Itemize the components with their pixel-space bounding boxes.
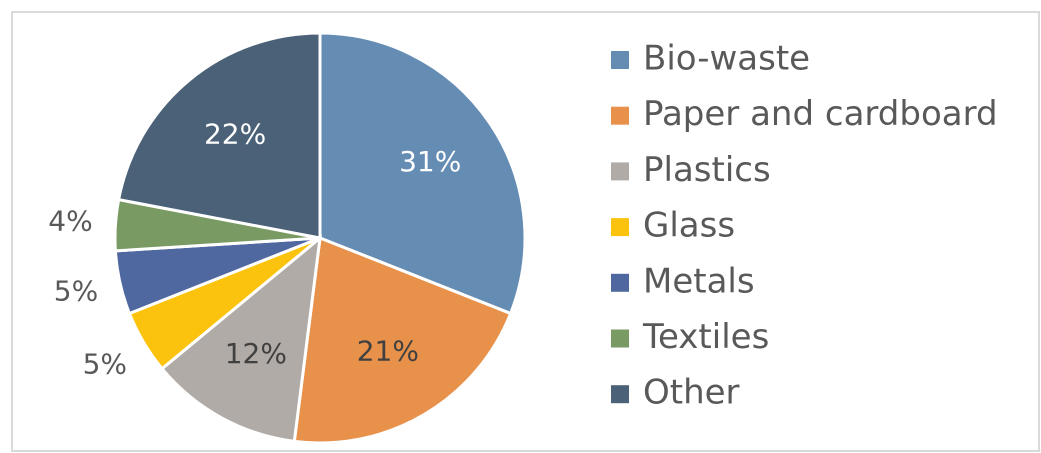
data-label: 21%: [357, 335, 419, 368]
legend-label: Metals: [643, 261, 755, 301]
pie-slice: [116, 31, 322, 240]
legend-swatch: [611, 106, 629, 125]
legend-label: Other: [643, 373, 740, 413]
legend-swatch: [611, 162, 629, 181]
data-label: 5%: [83, 347, 127, 380]
legend-swatch: [611, 385, 629, 404]
legend-label: Bio-waste: [643, 39, 810, 79]
legend-label: Glass: [643, 206, 735, 246]
legend-swatch: [611, 329, 629, 348]
pie-slice: [159, 234, 322, 444]
legend-swatch: [611, 218, 629, 237]
legend-label: Plastics: [643, 150, 771, 190]
legend-swatch: [611, 273, 629, 292]
legend-swatch: [611, 51, 629, 69]
pie-slice: [318, 31, 527, 316]
legend-label: Paper and cardboard: [643, 94, 998, 134]
data-label: 12%: [225, 337, 287, 370]
data-label: 5%: [54, 275, 98, 308]
legend-label: Textiles: [642, 317, 769, 357]
data-label: 4%: [48, 204, 92, 237]
data-label: 31%: [399, 145, 461, 178]
data-label: 22%: [204, 117, 266, 150]
pie-slice: [292, 235, 513, 445]
